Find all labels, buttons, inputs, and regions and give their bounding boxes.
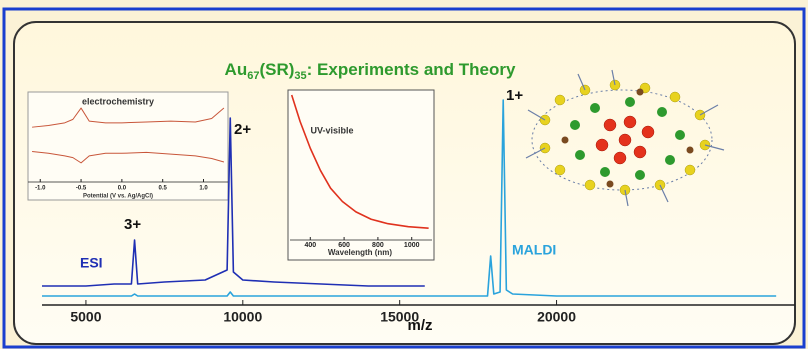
peak-label: 1+ [506, 87, 523, 104]
inset-frame [288, 90, 434, 260]
peak-label: 2+ [234, 121, 251, 138]
x-tick-label: 20000 [537, 309, 576, 325]
inset-title: UV-visible [310, 125, 353, 135]
inset-title: electrochemistry [82, 96, 154, 106]
page: Au67(SR)35: Experiments and Theory 3+ 2+… [0, 0, 808, 349]
x-tick-label: 15000 [380, 309, 419, 325]
title-subscript: 67 [247, 70, 259, 82]
inset-x-label: Potential (V vs. Ag/AgCl) [83, 194, 153, 200]
series-label: MALDI [512, 242, 556, 258]
x-tick-label: 0.0 [118, 186, 127, 192]
x-tick-label: 5000 [70, 309, 101, 325]
x-tick-label: 1000 [404, 242, 420, 249]
title-part: : Experiments and Theory [307, 60, 516, 79]
chart-title: Au67(SR)35: Experiments and Theory [225, 60, 516, 81]
x-tick-label: 10000 [223, 309, 262, 325]
figure: Au67(SR)35: Experiments and Theory 3+ 2+… [0, 0, 808, 349]
peak-label: 3+ [124, 216, 141, 233]
x-tick-label: 600 [338, 242, 350, 249]
series-label: ESI [80, 255, 103, 271]
x-tick-label: 0.5 [159, 186, 168, 192]
x-tick-label: 400 [304, 242, 316, 249]
title-subscript: 35 [294, 70, 306, 82]
title-part: (SR) [259, 60, 294, 79]
inset-x-label: Wavelength (nm) [328, 248, 392, 257]
x-tick-label: 1.0 [199, 186, 208, 192]
title-part: Au [225, 60, 248, 79]
inset-frame [28, 92, 228, 200]
x-tick-label: 800 [372, 242, 384, 249]
x-tick-label: -0.5 [76, 186, 87, 192]
x-tick-label: -1.0 [35, 186, 46, 192]
